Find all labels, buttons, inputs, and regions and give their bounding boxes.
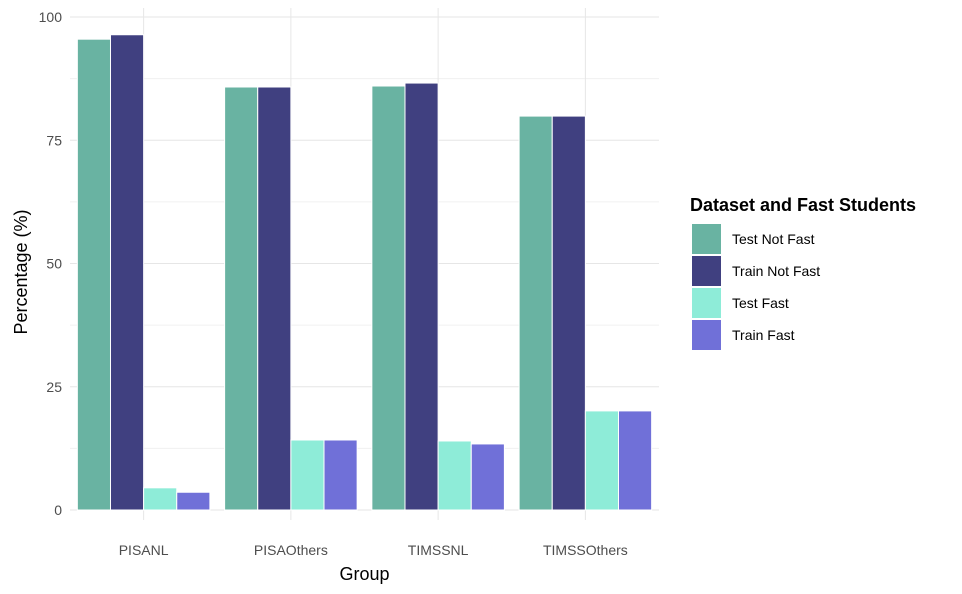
bar-train-not-fast-pisaothers <box>257 86 292 511</box>
bars-layer <box>76 34 653 511</box>
bar-train-fast-timssothers <box>618 410 653 511</box>
bar-test-not-fast-pisanl <box>76 38 111 511</box>
y-tick-label: 75 <box>46 132 62 148</box>
bar-train-not-fast-pisanl <box>109 34 145 511</box>
bar-test-fast-pisaothers <box>290 439 325 511</box>
bar-test-fast-timssnl <box>437 440 472 511</box>
x-axis-title: Group <box>339 564 389 584</box>
y-axis-title: Percentage (%) <box>11 209 31 334</box>
bar-train-fast-pisaothers <box>323 439 358 511</box>
x-tick-label: TIMSSOthers <box>543 542 628 558</box>
y-tick-labels: 0 25 50 75 100 <box>39 9 63 518</box>
legend-items: Test Not Fast Train Not Fast Test Fast Trai… <box>692 224 820 350</box>
legend-label: Train Not Fast <box>732 263 820 279</box>
legend-swatch <box>692 288 721 318</box>
legend-label: Train Fast <box>732 327 795 343</box>
bar-train-fast-pisanl <box>176 491 211 511</box>
bar-test-not-fast-pisaothers <box>224 86 259 511</box>
legend: Dataset and Fast Students Test Not FastT… <box>690 195 916 350</box>
bar-test-fast-timssothers <box>584 410 620 511</box>
bar-test-fast-pisanl <box>143 487 178 511</box>
bar-train-not-fast-timssnl <box>404 82 439 511</box>
legend-label: Test Not Fast <box>732 231 815 247</box>
legend-label: Test Fast <box>732 295 789 311</box>
legend-swatch <box>692 320 721 350</box>
legend-title: Dataset and Fast Students <box>690 195 916 215</box>
y-tick-label: 50 <box>46 256 62 272</box>
bar-test-not-fast-timssnl <box>371 85 406 511</box>
x-tick-label: TIMSSNL <box>408 542 469 558</box>
legend-swatch <box>692 224 721 254</box>
y-tick-label: 25 <box>46 379 62 395</box>
bar-test-not-fast-timssothers <box>518 115 553 511</box>
bar-train-fast-timssnl <box>470 443 505 511</box>
bar-train-not-fast-timssothers <box>551 115 586 511</box>
x-tick-labels: PISANL PISAOthers TIMSSNL TIMSSOthers <box>119 542 628 558</box>
y-tick-label: 0 <box>54 502 62 518</box>
legend-swatch <box>692 256 721 286</box>
y-tick-label: 100 <box>39 9 63 25</box>
x-tick-label: PISAOthers <box>254 542 328 558</box>
x-tick-label: PISANL <box>119 542 169 558</box>
